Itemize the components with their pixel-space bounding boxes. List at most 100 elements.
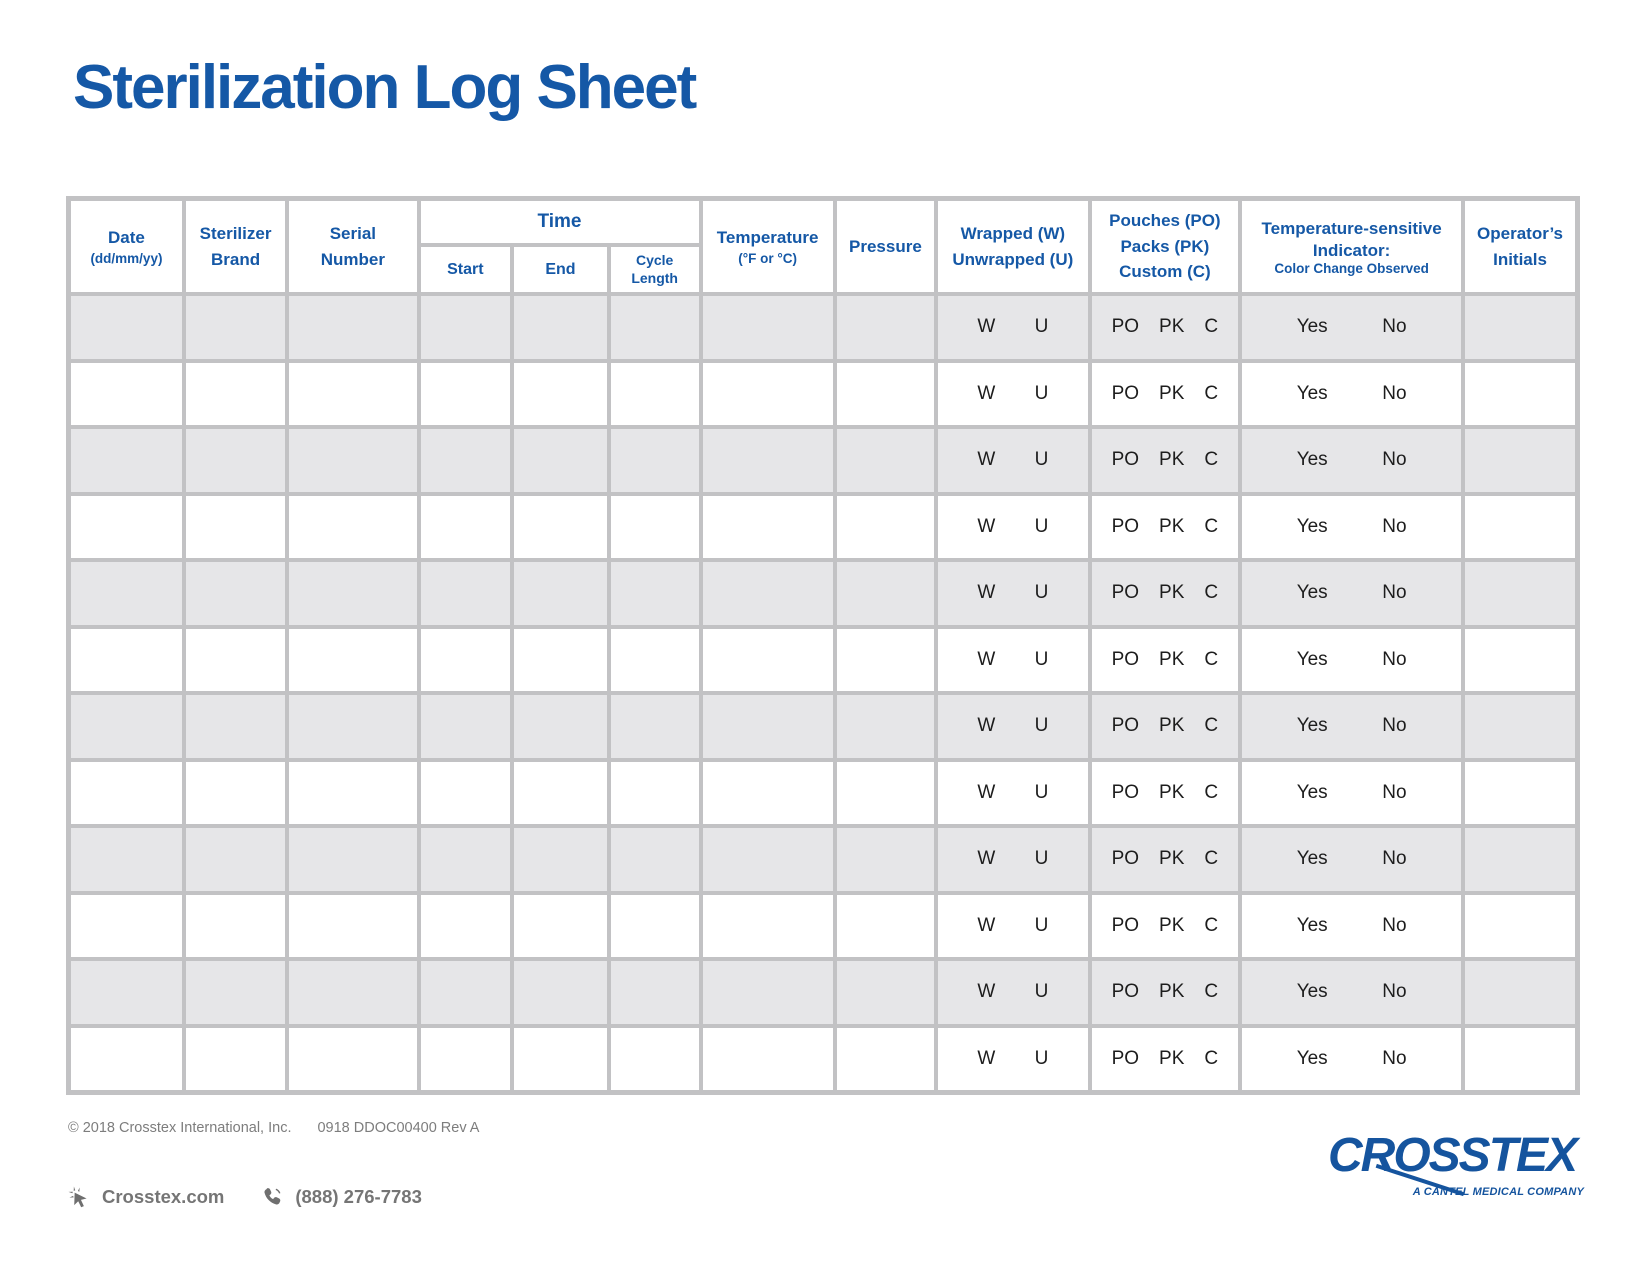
option-c[interactable]: C bbox=[1204, 382, 1219, 404]
option-no[interactable]: No bbox=[1382, 582, 1407, 604]
cell-date-blank[interactable] bbox=[71, 761, 182, 824]
cell-operator-blank[interactable] bbox=[1465, 761, 1575, 824]
cell-end-blank[interactable] bbox=[514, 1027, 607, 1090]
cell-sterilizer-blank[interactable] bbox=[185, 429, 286, 492]
cell-cycle-blank[interactable] bbox=[610, 695, 699, 758]
option-c[interactable]: C bbox=[1204, 715, 1219, 737]
cell-end-blank[interactable] bbox=[514, 695, 607, 758]
cell-pressure-blank[interactable] bbox=[836, 296, 935, 359]
cell-pressure-blank[interactable] bbox=[836, 828, 935, 891]
option-w[interactable]: W bbox=[977, 648, 996, 670]
cell-start-blank[interactable] bbox=[420, 695, 511, 758]
option-c[interactable]: C bbox=[1204, 981, 1219, 1003]
cell-cycle-blank[interactable] bbox=[610, 362, 699, 425]
cell-serial-blank[interactable] bbox=[289, 828, 417, 891]
cell-pressure-blank[interactable] bbox=[836, 894, 935, 957]
cell-serial-blank[interactable] bbox=[289, 628, 417, 691]
cell-operator-blank[interactable] bbox=[1465, 695, 1575, 758]
cell-cycle-blank[interactable] bbox=[610, 894, 699, 957]
cell-pressure-blank[interactable] bbox=[836, 562, 935, 625]
cell-temperature-blank[interactable] bbox=[702, 628, 833, 691]
cell-sterilizer-blank[interactable] bbox=[185, 1027, 286, 1090]
option-c[interactable]: C bbox=[1204, 1047, 1219, 1069]
cell-temperature-blank[interactable] bbox=[702, 961, 833, 1024]
option-u[interactable]: U bbox=[1034, 515, 1049, 537]
cell-start-blank[interactable] bbox=[420, 828, 511, 891]
option-pk[interactable]: PK bbox=[1159, 914, 1185, 936]
option-w[interactable]: W bbox=[977, 382, 996, 404]
option-no[interactable]: No bbox=[1382, 515, 1407, 537]
option-u[interactable]: U bbox=[1034, 316, 1049, 338]
option-c[interactable]: C bbox=[1204, 582, 1219, 604]
option-pk[interactable]: PK bbox=[1159, 316, 1185, 338]
cell-date-blank[interactable] bbox=[71, 628, 182, 691]
option-no[interactable]: No bbox=[1382, 449, 1407, 471]
cell-pressure-blank[interactable] bbox=[836, 1027, 935, 1090]
option-pk[interactable]: PK bbox=[1159, 715, 1185, 737]
option-pk[interactable]: PK bbox=[1159, 848, 1185, 870]
cell-serial-blank[interactable] bbox=[289, 695, 417, 758]
cell-end-blank[interactable] bbox=[514, 362, 607, 425]
cell-start-blank[interactable] bbox=[420, 628, 511, 691]
cell-serial-blank[interactable] bbox=[289, 894, 417, 957]
option-u[interactable]: U bbox=[1034, 848, 1049, 870]
cell-serial-blank[interactable] bbox=[289, 761, 417, 824]
option-yes[interactable]: Yes bbox=[1296, 1047, 1328, 1069]
cell-end-blank[interactable] bbox=[514, 495, 607, 558]
cell-date-blank[interactable] bbox=[71, 296, 182, 359]
option-w[interactable]: W bbox=[977, 715, 996, 737]
cell-serial-blank[interactable] bbox=[289, 495, 417, 558]
cell-end-blank[interactable] bbox=[514, 562, 607, 625]
cell-pressure-blank[interactable] bbox=[836, 628, 935, 691]
option-w[interactable]: W bbox=[977, 781, 996, 803]
cell-sterilizer-blank[interactable] bbox=[185, 961, 286, 1024]
cell-start-blank[interactable] bbox=[420, 1027, 511, 1090]
option-po[interactable]: PO bbox=[1111, 449, 1140, 471]
option-po[interactable]: PO bbox=[1111, 1047, 1140, 1069]
cell-operator-blank[interactable] bbox=[1465, 828, 1575, 891]
option-pk[interactable]: PK bbox=[1159, 582, 1185, 604]
cell-operator-blank[interactable] bbox=[1465, 961, 1575, 1024]
option-yes[interactable]: Yes bbox=[1296, 848, 1328, 870]
cell-cycle-blank[interactable] bbox=[610, 495, 699, 558]
option-u[interactable]: U bbox=[1034, 1047, 1049, 1069]
cell-start-blank[interactable] bbox=[420, 362, 511, 425]
cell-start-blank[interactable] bbox=[420, 429, 511, 492]
cell-start-blank[interactable] bbox=[420, 961, 511, 1024]
option-yes[interactable]: Yes bbox=[1296, 449, 1328, 471]
option-u[interactable]: U bbox=[1034, 382, 1049, 404]
cell-temperature-blank[interactable] bbox=[702, 495, 833, 558]
cell-sterilizer-blank[interactable] bbox=[185, 362, 286, 425]
option-po[interactable]: PO bbox=[1111, 848, 1140, 870]
cell-cycle-blank[interactable] bbox=[610, 628, 699, 691]
cell-date-blank[interactable] bbox=[71, 828, 182, 891]
option-yes[interactable]: Yes bbox=[1296, 582, 1328, 604]
option-yes[interactable]: Yes bbox=[1296, 781, 1328, 803]
option-u[interactable]: U bbox=[1034, 781, 1049, 803]
option-no[interactable]: No bbox=[1382, 648, 1407, 670]
cell-start-blank[interactable] bbox=[420, 894, 511, 957]
option-no[interactable]: No bbox=[1382, 1047, 1407, 1069]
cell-temperature-blank[interactable] bbox=[702, 296, 833, 359]
option-yes[interactable]: Yes bbox=[1296, 914, 1328, 936]
option-po[interactable]: PO bbox=[1111, 781, 1140, 803]
option-no[interactable]: No bbox=[1382, 316, 1407, 338]
cell-start-blank[interactable] bbox=[420, 296, 511, 359]
option-no[interactable]: No bbox=[1382, 914, 1407, 936]
cell-temperature-blank[interactable] bbox=[702, 894, 833, 957]
cell-date-blank[interactable] bbox=[71, 429, 182, 492]
cell-sterilizer-blank[interactable] bbox=[185, 562, 286, 625]
cell-temperature-blank[interactable] bbox=[702, 429, 833, 492]
cell-operator-blank[interactable] bbox=[1465, 562, 1575, 625]
cell-cycle-blank[interactable] bbox=[610, 562, 699, 625]
cell-end-blank[interactable] bbox=[514, 828, 607, 891]
cell-date-blank[interactable] bbox=[71, 894, 182, 957]
option-po[interactable]: PO bbox=[1111, 648, 1140, 670]
cell-serial-blank[interactable] bbox=[289, 362, 417, 425]
cell-temperature-blank[interactable] bbox=[702, 695, 833, 758]
cell-end-blank[interactable] bbox=[514, 894, 607, 957]
option-c[interactable]: C bbox=[1204, 316, 1219, 338]
cell-cycle-blank[interactable] bbox=[610, 961, 699, 1024]
option-yes[interactable]: Yes bbox=[1296, 715, 1328, 737]
cell-date-blank[interactable] bbox=[71, 562, 182, 625]
